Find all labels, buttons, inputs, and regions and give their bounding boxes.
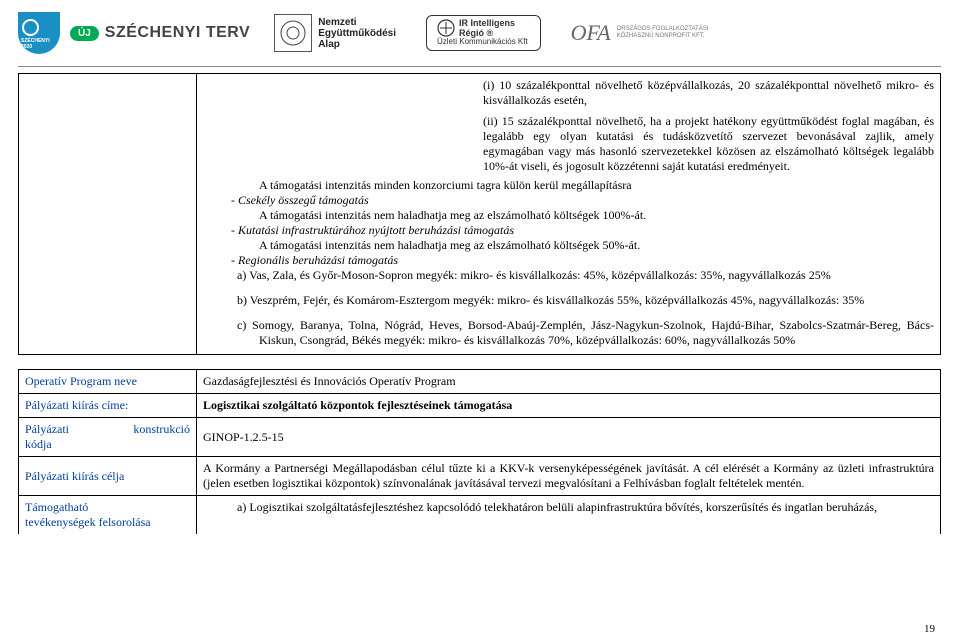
region-b: b) Veszprém, Fejér, és Komárom-Esztergom… — [203, 293, 934, 308]
page-number: 19 — [924, 623, 935, 635]
region-c: c) Somogy, Baranya, Tolna, Nógrád, Heves… — [203, 318, 934, 348]
szechenyi-terv-logo: ÚJ SZÉCHENYI TERV — [70, 24, 250, 42]
label-op-prog: Operatív Program neve — [19, 370, 197, 394]
deminimis-head: - Csekély összegű támogatás — [203, 193, 934, 208]
field-op-prog: Gazdaságfejlesztési és Innovációs Operat… — [197, 370, 941, 394]
content-table-1: (i) 10 százalékponttal növelhető középvá… — [18, 73, 941, 355]
field-kiiras-cel: A Kormány a Partnerségi Megállapodásban … — [197, 457, 941, 496]
research-infra-head: - Kutatási infrastruktúrához nyújtott be… — [203, 223, 934, 238]
research-infra-line: A támogatási intenzitás nem haladhatja m… — [203, 238, 934, 253]
field-kiiras-cim: Logisztikai szolgáltató központok fejles… — [197, 394, 941, 418]
field-konstrukcio: GINOP-1.2.5-15 — [197, 418, 941, 457]
ir-logo: IR Intelligens Régió ® Üzleti Kommunikác… — [426, 15, 541, 52]
activity-a: a) Logisztikai szolgáltatásfejlesztéshez… — [203, 500, 934, 515]
field-tamogathato: a) Logisztikai szolgáltatásfejlesztéshez… — [197, 496, 941, 535]
subpoint-i: (i) 10 százalékponttal növelhető középvá… — [203, 78, 934, 108]
empty-label-cell — [19, 74, 197, 355]
content-table-2: Operatív Program neve Gazdaságfejlesztés… — [18, 369, 941, 534]
ofa-logo: OFA ORSZÁGOS FOGLALKOZTATÁSI KÖZHASZNÚ N… — [571, 20, 709, 46]
label-kiiras-cel: Pályázati kiírás célja — [19, 457, 197, 496]
subpoint-ii: (ii) 15 százalékponttal növelhető, ha a … — [203, 114, 934, 174]
label-tamogathato: Támogatható tevékenységek felsorolása — [19, 496, 197, 535]
regional-head: - Regionális beruházási támogatás — [203, 253, 934, 268]
szechenyi2020-logo: SZÉCHENYI 2020 — [18, 12, 60, 54]
label-kiiras-cim: Pályázati kiírás címe: — [19, 394, 197, 418]
region-a: a) Vas, Zala, és Győr-Moson-Sopron megyé… — [203, 268, 934, 283]
nea-logo: Nemzeti Együttműködési Alap — [274, 14, 396, 52]
main-content-cell: (i) 10 százalékponttal növelhető középvá… — [197, 74, 941, 355]
header-logos: SZÉCHENYI 2020 ÚJ SZÉCHENYI TERV Nemzeti… — [18, 0, 941, 67]
support-intensity-note: A támogatási intenzitás minden konzorciu… — [203, 178, 934, 193]
label-konstrukcio: Pályázatikonstrukció kódja — [19, 418, 197, 457]
deminimis-line: A támogatási intenzitás nem haladhatja m… — [203, 208, 934, 223]
